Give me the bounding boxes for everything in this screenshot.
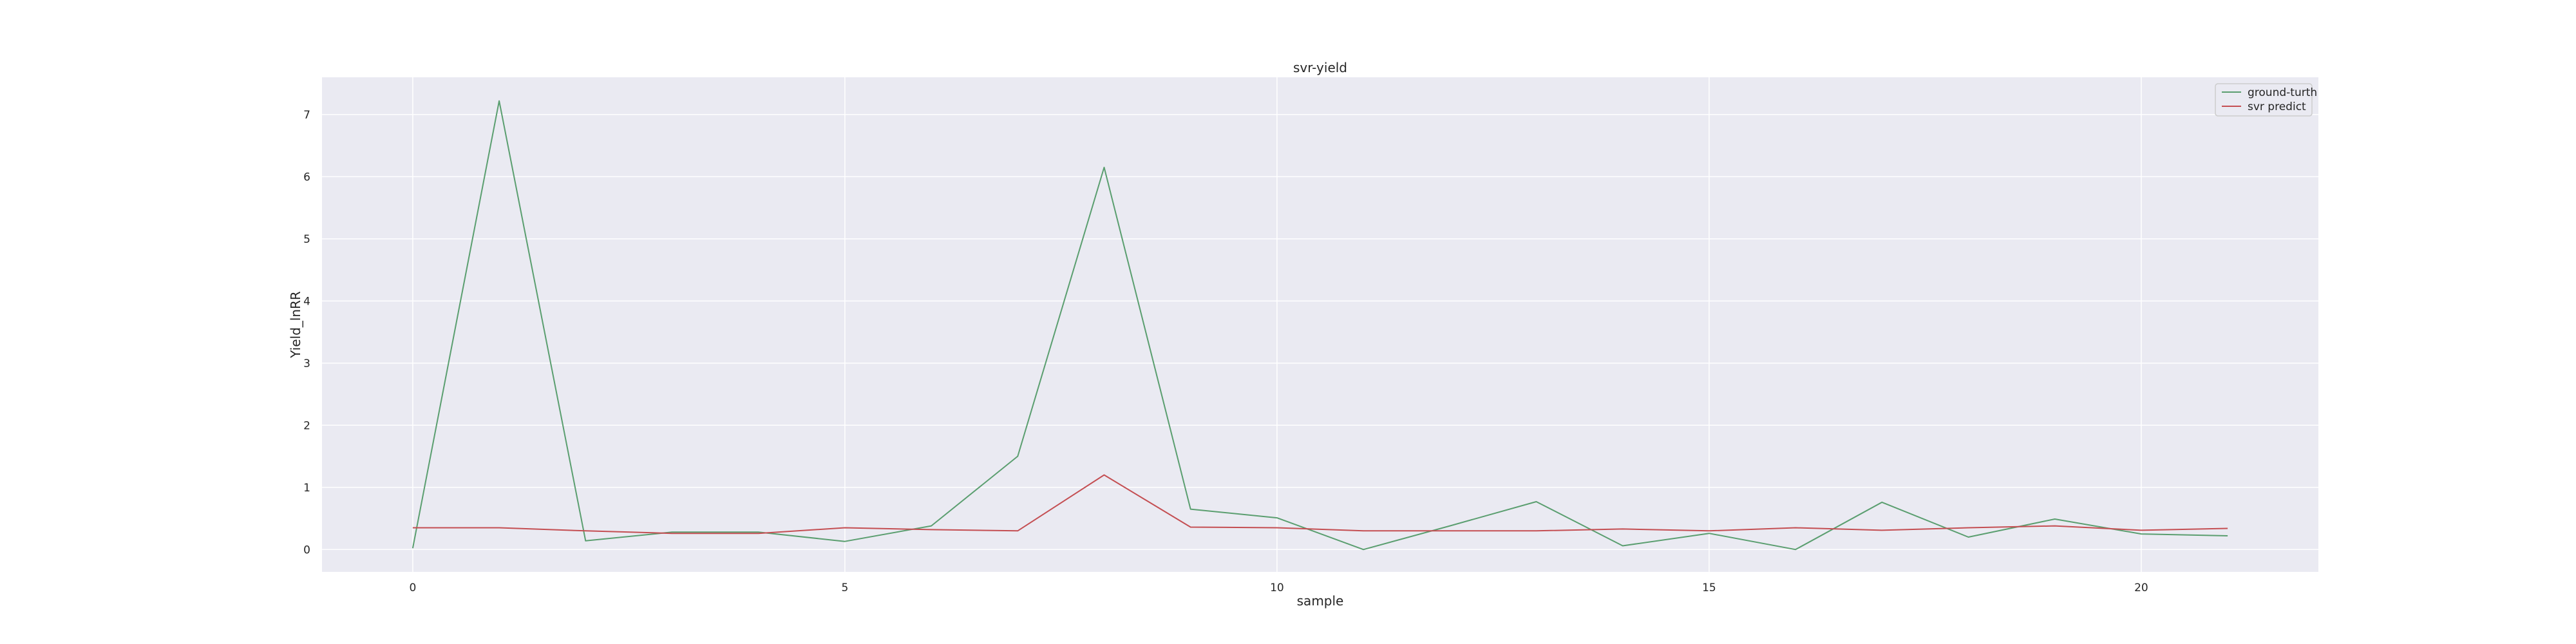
y-tick-label: 2 — [303, 419, 310, 432]
series-line-ground-turth — [412, 100, 2228, 551]
y-tick-label: 7 — [303, 109, 310, 122]
y-tick-label: 3 — [303, 357, 310, 370]
y-axis-label: Yield_lnRR — [288, 291, 303, 359]
legend-label-svr-predict: svr predict — [2248, 100, 2306, 113]
series-lines — [412, 100, 2228, 551]
x-tick-label: 0 — [409, 582, 416, 594]
x-tick-label: 10 — [1270, 582, 1284, 594]
y-tick-label: 6 — [303, 171, 310, 184]
x-tick-label: 5 — [841, 582, 848, 594]
y-tick-label: 0 — [303, 544, 310, 556]
y-tick-label: 4 — [303, 295, 310, 308]
series-line-svr-predict — [412, 474, 2228, 535]
x-axis-label: sample — [1297, 593, 1344, 609]
chart-title: svr-yield — [1293, 60, 1347, 75]
y-tick-label: 5 — [303, 233, 310, 246]
y-tick-label: 1 — [303, 482, 310, 495]
x-tick-label: 20 — [2134, 582, 2148, 594]
legend-label-ground-turth: ground-turth — [2248, 86, 2317, 99]
plot-background — [322, 77, 2318, 572]
x-tick-label: 15 — [1702, 582, 1716, 594]
tick-labels: 0 5 10 15 20 0 1 2 3 4 5 6 7 — [303, 109, 2148, 594]
grid-lines — [322, 77, 2318, 572]
legend: ground-turth svr predict — [2215, 83, 2317, 117]
